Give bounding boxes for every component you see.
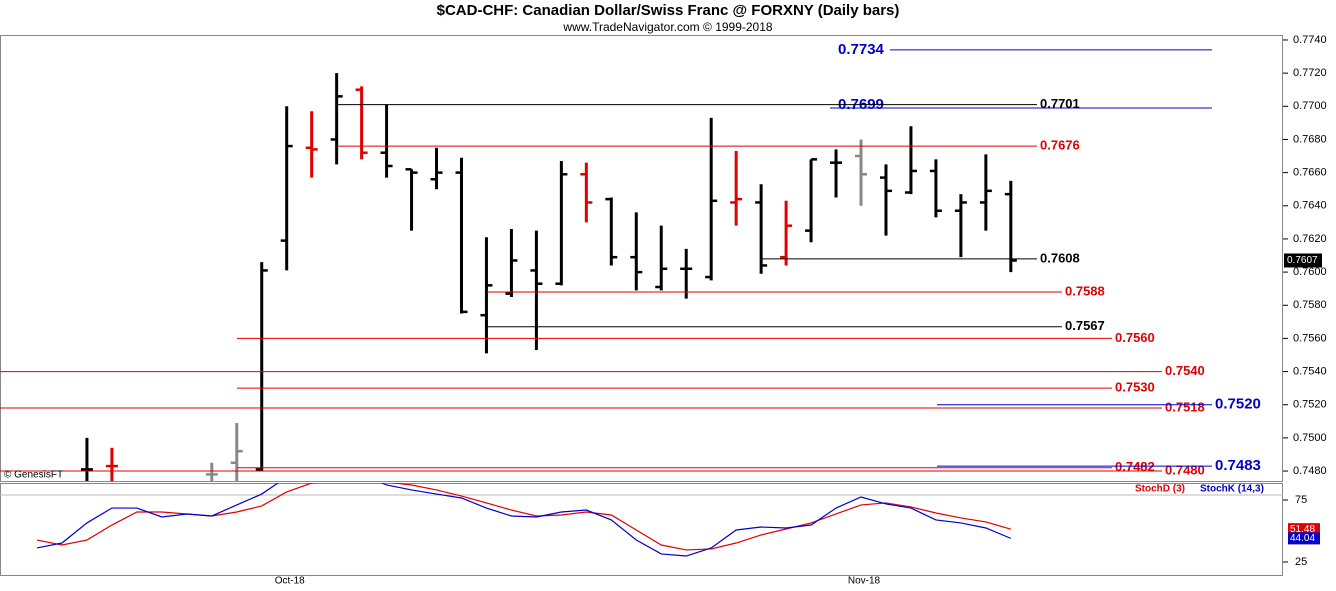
level-label: 0.7520 [1215, 396, 1261, 413]
level-label: 0.7518 [1165, 399, 1205, 414]
chart-title: $CAD-CHF: Canadian Dollar/Swiss Franc @ … [437, 2, 900, 19]
level-label: 0.7608 [1040, 250, 1080, 265]
level-label: 0.7560 [1115, 330, 1155, 345]
level-label: 0.7530 [1115, 380, 1155, 395]
level-label: 0.7701 [1040, 96, 1080, 111]
stoch-line [36, 483, 1012, 557]
level-label: 0.7483 [1215, 457, 1261, 474]
y-tick-label: 75 [1295, 494, 1307, 506]
level-label: 0.7588 [1065, 283, 1105, 298]
last-price-box [1284, 253, 1322, 268]
x-tick-label: Oct-18 [275, 576, 305, 587]
y-tick-label: 0.7640 [1293, 200, 1327, 212]
y-tick-label: 0.7680 [1293, 133, 1327, 145]
level-label: 0.7540 [1165, 363, 1205, 378]
y-tick-label: 0.7740 [1293, 34, 1327, 46]
y-tick-label: 25 [1295, 556, 1307, 568]
y-tick-label: 0.7720 [1293, 67, 1327, 79]
x-tick-label: Nov-18 [848, 576, 881, 587]
level-label: 0.7480 [1165, 462, 1205, 477]
y-tick-label: 0.7700 [1293, 100, 1327, 112]
level-label: 0.7567 [1065, 318, 1105, 333]
chart-subtitle: www.TradeNavigator.com © 1999-2018 [562, 20, 772, 34]
legend-entry: StochD (3) [1135, 484, 1185, 495]
stoch-plot [36, 483, 1012, 557]
last-value-box [1288, 523, 1320, 536]
y-tick-label: 0.7560 [1293, 332, 1327, 344]
price-panel [0, 35, 1283, 482]
y-tick-label: 0.7500 [1293, 432, 1327, 444]
y-tick-label: 0.7660 [1293, 167, 1327, 179]
level-label: 0.7676 [1040, 138, 1080, 153]
last-value-label: 51.48 [1290, 524, 1315, 535]
last-value-box [1288, 532, 1320, 545]
last-value-label: 44.04 [1290, 533, 1315, 544]
legend-entry: StochK (14,3) [1200, 484, 1264, 495]
annotations: 0.7480 0.7500 0.7520 0.7540 0.7560 0.7580 0.76… [0, 34, 1327, 587]
stoch-panel [0, 483, 1283, 576]
y-tick-label: 0.7480 [1293, 465, 1327, 477]
price-plot [80, 73, 1017, 481]
y-tick-label: 0.7620 [1293, 233, 1327, 245]
y-tick-label: 0.7580 [1293, 299, 1327, 311]
y-tick-label: 0.7540 [1293, 365, 1327, 377]
level-label: 0.7734 [838, 41, 885, 58]
y-tick-label: 0.7520 [1293, 399, 1327, 411]
level-label: 0.7482 [1115, 459, 1155, 474]
y-tick-label: 0.7600 [1293, 266, 1327, 278]
credit: © GenesisFT [4, 470, 63, 481]
last-price-label: 0.7607 [1287, 255, 1318, 266]
